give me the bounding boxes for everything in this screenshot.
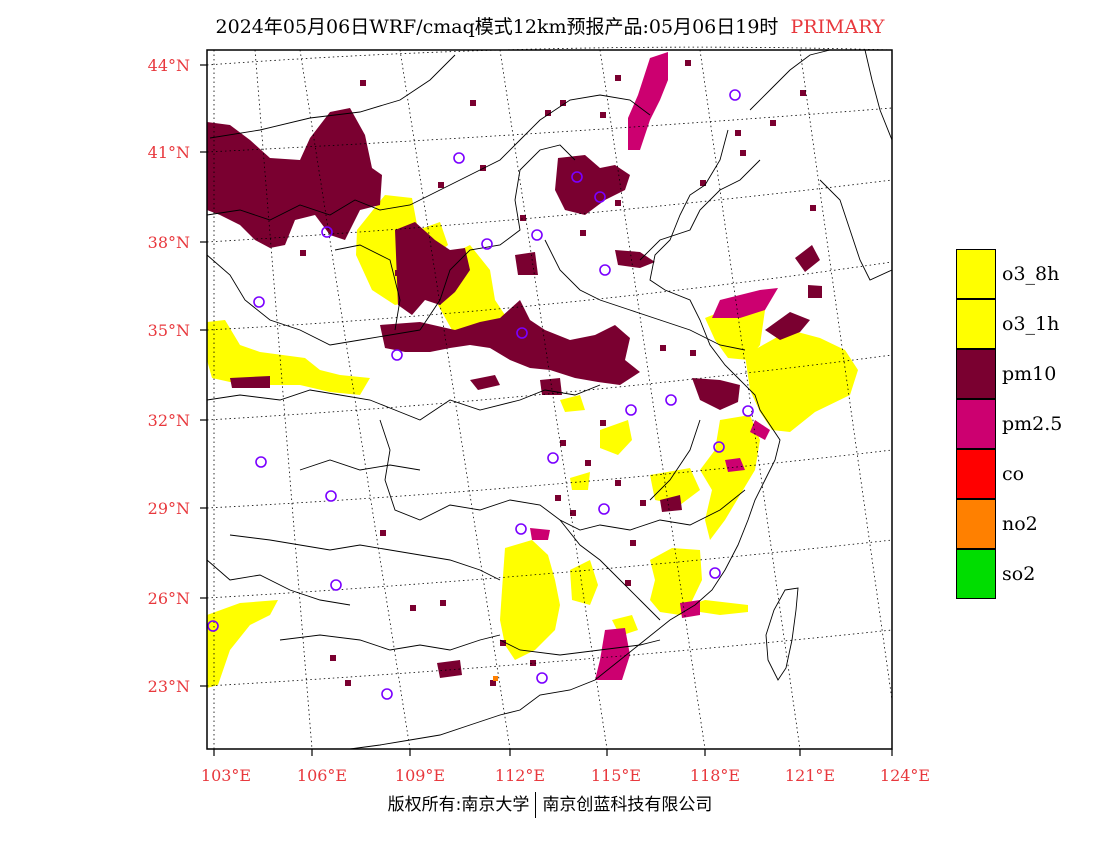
- lat-label-26: 26°N: [147, 589, 190, 608]
- lat-label-44: 44°N: [147, 56, 190, 75]
- legend-swatch: [956, 399, 996, 449]
- boundaries: [206, 49, 893, 750]
- legend-swatch: [956, 549, 996, 599]
- legend-swatch: [956, 449, 996, 499]
- lon-label-109: 109°E: [394, 766, 446, 785]
- legend-swatch: [956, 349, 996, 399]
- lon-label-124: 124°E: [879, 766, 931, 785]
- lon-label-112: 112°E: [494, 766, 546, 785]
- legend-label: o3_1h: [1002, 313, 1060, 335]
- legend-swatch: [956, 249, 996, 299]
- pm10-speckles: [300, 60, 816, 686]
- graticule: [206, 46, 893, 750]
- lat-label-38: 38°N: [147, 233, 190, 252]
- lat-label-23: 23°N: [147, 677, 190, 696]
- lon-label-103: 103°E: [200, 766, 252, 785]
- legend-label: pm2.5: [1002, 413, 1063, 435]
- lon-label-115: 115°E: [590, 766, 642, 785]
- lon-label-106: 106°E: [296, 766, 348, 785]
- lat-label-32: 32°N: [147, 411, 190, 430]
- legend-label: co: [1002, 463, 1025, 485]
- legend-swatch: [956, 299, 996, 349]
- copyright-company: 南京创蓝科技有限公司: [542, 795, 713, 815]
- legend-label: pm10: [1002, 363, 1057, 385]
- copyright-footer: 版权所有:南京大学 南京创蓝科技有限公司: [0, 790, 1100, 818]
- legend-label: no2: [1002, 513, 1038, 535]
- lon-label-121: 121°E: [784, 766, 836, 785]
- lat-label-29: 29°N: [147, 499, 190, 518]
- map-title: 2024年05月06日WRF/cmaq模式12km预报产品:05月06日19时 P…: [0, 12, 1100, 39]
- map-frame: [206, 49, 893, 750]
- primary-tag: PRIMARY: [790, 16, 885, 38]
- copyright-owner: 版权所有:南京大学: [387, 795, 530, 815]
- pm25-areas: [530, 52, 778, 680]
- lat-label-35: 35°N: [147, 321, 190, 340]
- pm10-areas: [207, 108, 822, 678]
- title-text: 2024年05月06日WRF/cmaq模式12km预报产品:05月06日19时: [215, 16, 779, 38]
- footer-divider: [535, 792, 537, 818]
- legend-label: so2: [1002, 563, 1036, 585]
- no2-speck: [493, 676, 498, 681]
- legend-swatch: [956, 499, 996, 549]
- station-markers: [207, 89, 754, 700]
- legend-label: o3_8h: [1002, 263, 1060, 285]
- lon-label-118: 118°E: [689, 766, 741, 785]
- axis-ticks: [200, 64, 893, 756]
- lat-label-41: 41°N: [147, 143, 190, 162]
